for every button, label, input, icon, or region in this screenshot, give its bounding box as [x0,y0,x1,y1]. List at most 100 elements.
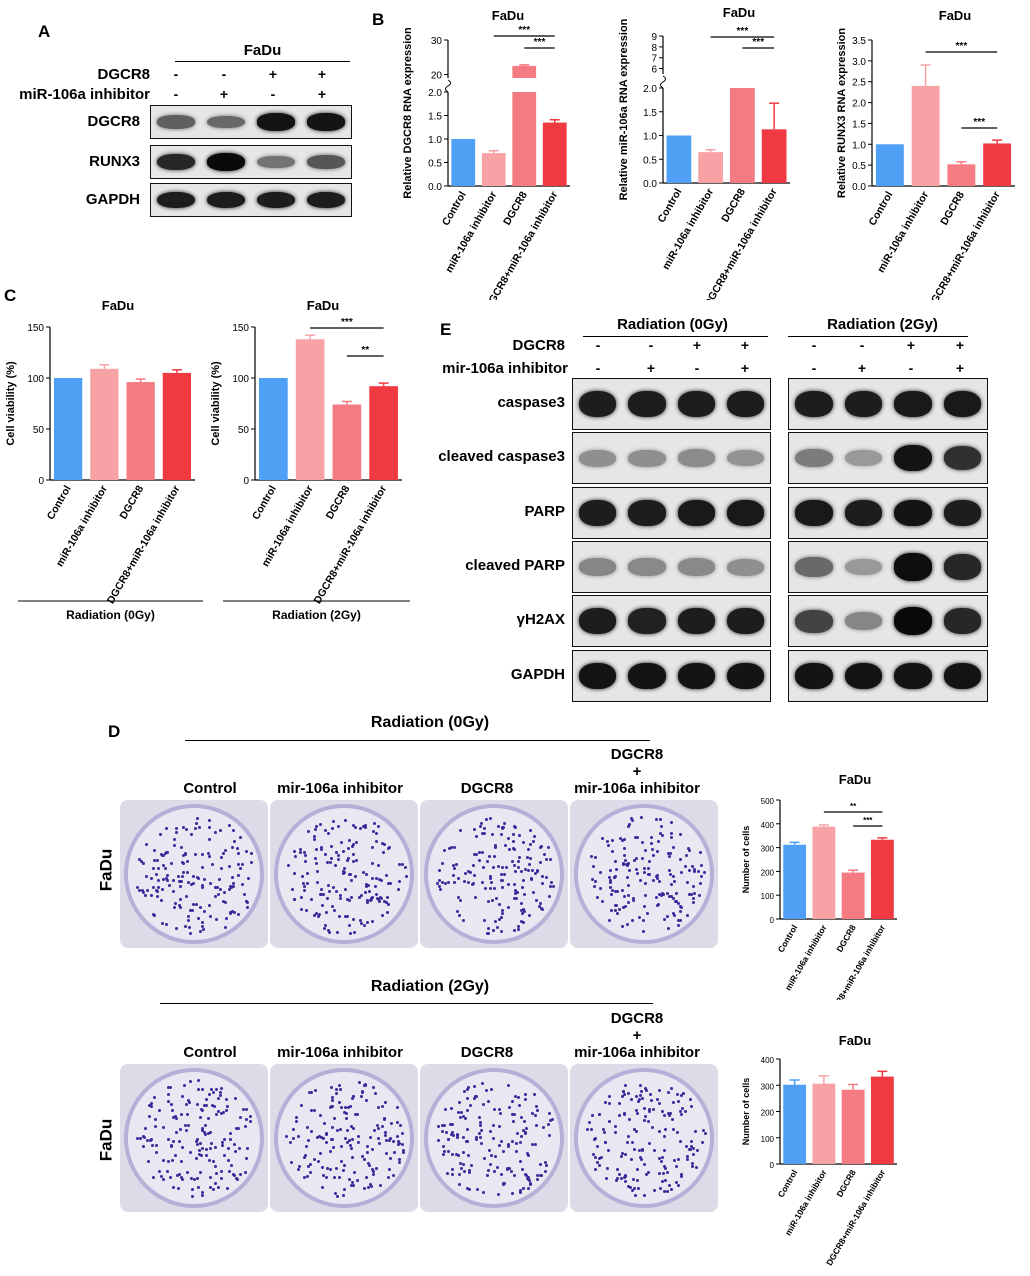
colony-dot [530,876,533,880]
colony-dot [243,1125,247,1129]
colony-dot [530,1143,534,1147]
colony-dot [526,1187,530,1191]
colony-dot [335,1129,339,1133]
colony-dot [672,911,676,915]
colony-dot [196,817,200,820]
colony-dot [357,896,361,900]
colony-dot [350,844,354,848]
colony-dot [345,858,349,862]
colony-dot [175,927,179,931]
colony-dot [624,1083,627,1087]
colony-dot [626,862,630,865]
colony-dot [305,881,309,885]
blot-strip-0gy [572,541,771,593]
panel-e-letter: E [440,320,452,339]
panel-e-line-2gy [788,336,968,337]
colony-dot [294,854,298,858]
colony-dot [348,931,352,935]
colony-dot [327,929,331,933]
colony-dot [679,910,682,914]
y-tick-label: 0.0 [428,182,442,193]
colony-dot [328,1167,332,1171]
colony-dot [650,847,654,851]
colony-dot [186,1098,190,1102]
colony-dot [466,1108,470,1112]
colony-dot [536,870,539,874]
colony-dot [372,1128,376,1132]
colony-dot [475,1136,478,1140]
blot-band [894,607,932,635]
colony-dot [548,885,552,889]
colony-dot [337,1176,341,1180]
colony-dot [173,843,177,847]
colony-dot [223,1137,227,1141]
colony-dot [676,924,680,927]
colony-dot [678,1139,682,1143]
colony-dot [330,1086,333,1090]
colony-dot [626,884,630,888]
colony-dot [395,1134,399,1138]
colony-dot [596,896,600,900]
colony-dot [613,1125,617,1128]
colony-dot [151,1176,155,1180]
blot-band [726,449,764,467]
x-tick-label: DGCR8 [324,483,353,521]
colony-dot [207,904,211,908]
colony-dot [349,1104,353,1108]
colony-dot [692,897,696,901]
colony-dot [444,1131,448,1135]
colony-dot [155,1144,159,1148]
dish-rim [124,804,264,944]
y-tick-label: 0.5 [428,159,442,170]
colony-dot [152,1096,156,1099]
colony-dot [350,1147,354,1151]
colony-dot [371,1148,374,1152]
colony-dot [621,905,625,909]
colony-dot [172,1139,176,1143]
sign-inhibitor: + [219,86,229,102]
panel-d-top-title: Radiation (0Gy) [370,714,490,731]
colony-dot [397,1160,401,1164]
colony-dot [376,863,380,867]
colony-dot [142,1136,146,1139]
colony-dot [648,1093,652,1097]
panel-e-row-inhibitor: mir-106a inhibitor [442,360,568,377]
colony-dot [667,1113,671,1117]
colony-dot [519,1141,523,1144]
colony-dot [535,1173,539,1177]
colony-dot [592,1152,596,1156]
colony-dot [299,848,303,852]
colony-dot [285,1134,288,1138]
colony-dot [524,1092,527,1096]
colony-dot [343,888,347,892]
colony-dot [468,1168,472,1172]
colony-dot [689,1144,693,1148]
colony-dot [349,1184,353,1188]
colony-dot [317,1134,321,1138]
sign-inhibitor: - [908,360,914,376]
colony-dot [165,827,168,831]
colony-dot [480,1081,484,1085]
colony-dot [364,885,368,889]
colony-dot [195,903,199,907]
colony-dot [487,855,491,859]
colony-dot [339,1145,343,1149]
colony-dot [324,923,328,927]
colony-dot [475,834,479,838]
colony-dot [141,891,145,895]
sign-dgcr8: + [268,66,278,82]
colony-dot [294,1116,298,1120]
blot-band [943,554,981,580]
colony-dot [667,1090,671,1094]
colony-dot [691,884,695,888]
colony-dot [310,897,313,901]
colony-dot [167,1160,171,1164]
combo-label: DGCR8 + mir-106a inhibitor [574,1010,700,1061]
colony-dot [154,1151,158,1155]
colony-dot [661,1171,665,1175]
colony-dot [647,1141,651,1145]
bar [53,378,83,480]
colony-dot [663,1127,667,1131]
colony-dot [166,1100,170,1104]
colony-dot [174,1114,178,1118]
